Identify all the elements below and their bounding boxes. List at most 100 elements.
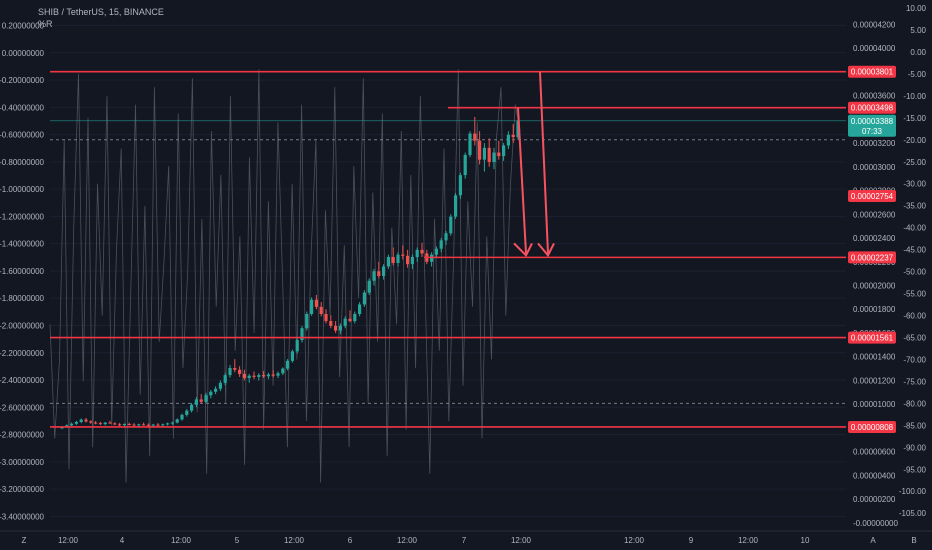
candle-body [60,427,64,429]
candle-body [180,414,184,420]
price-tags: 0.00003801 0.00003498 0.00002754 0.00002237… [848,65,896,433]
time-tick-label: 12:00 [624,536,645,545]
time-tick-label: B [911,536,916,545]
left-tick-label: -1.00000000 [0,185,45,194]
candle-body [151,424,155,426]
right-axis[interactable]: 10.00 5.00 0.00 -5.00 -10.00 -15.00 -20.00 -25.… [899,4,927,518]
candle-body [482,147,486,160]
candle-body [266,374,270,377]
candle-body [242,373,246,379]
r-tick-label: -75.00 [903,377,926,386]
candle-body [122,424,126,426]
candle-body [487,147,491,163]
r-tick-label: -70.00 [903,355,926,364]
price-tick-label: 0.00000200 [853,495,896,504]
left-tick-label: -3.00000000 [0,458,45,467]
current-price-label: 0.00003388 [851,117,894,126]
r-tick-label: 0.00 [910,48,926,57]
time-tick-label: 12:00 [738,536,759,545]
candle-body [410,257,414,265]
r-tick-label: -80.00 [903,399,926,408]
candle-body [391,257,395,263]
candle-body [218,382,222,389]
candle-body [406,255,410,265]
candle-body [113,423,117,425]
r-tick-label: -35.00 [903,202,926,211]
price-tick-label: -0.00000000 [853,519,898,528]
price-tick-label: 0.00002600 [853,210,896,219]
r-tick-label: -10.00 [903,92,926,101]
candle-body [70,423,74,426]
candle-body [142,424,146,426]
candle-body [89,421,93,423]
r-tick-label: -100.00 [899,487,927,496]
candle-body [290,351,294,361]
current-price-tag [848,114,896,137]
candle-body [223,375,227,383]
left-tick-label: -0.20000000 [0,76,45,85]
time-tick-label: 12:00 [58,536,79,545]
left-tick-label: 0.00000000 [2,49,45,58]
time-tick-label: Z [22,536,27,545]
r-indicator-lines [50,139,846,404]
left-tick-label: -1.40000000 [0,240,45,249]
candle-body [338,325,342,331]
time-tick-label: 12:00 [171,536,192,545]
time-tick-label: A [870,536,876,545]
candle-body [166,423,170,425]
candle-body [334,325,338,331]
r-tick-label: 10.00 [906,4,927,13]
price-tick-label: 0.00001200 [853,376,896,385]
countdown-label: 07:33 [862,127,883,136]
left-tick-label: -3.40000000 [0,512,45,521]
left-tick-label: -2.20000000 [0,349,45,358]
candle-body [502,145,506,157]
candle-body [74,421,78,424]
time-tick-label: 6 [348,536,353,545]
candle-body [353,313,357,322]
symbol-title[interactable]: SHIB / TetherUS, 15, BINANCE [38,7,164,17]
candle-body [262,375,266,377]
candle-body [382,266,386,276]
time-tick-label: 5 [235,536,240,545]
projection-arrows [513,71,555,258]
r-tick-label: 5.00 [910,26,926,35]
arrow-head [513,242,533,258]
candle-body [310,299,314,314]
horizontal-levels [50,70,846,428]
candle-body [103,422,107,425]
candle-body [214,388,218,392]
r-tick-label: -65.00 [903,333,926,342]
candle-body [175,419,179,423]
level-price-label: 0.00000808 [851,423,894,432]
candle-body [271,374,275,376]
level-price-label: 0.00002237 [851,253,894,262]
time-axis[interactable]: Z 12:00 4 12:00 5 12:00 6 12:00 7 12:00 12:00 9 12:0… [0,530,932,545]
candle-body [98,423,102,425]
candle-body [362,292,366,305]
candle-body [238,369,242,374]
candle-body [492,152,496,163]
candle-body [127,424,131,426]
chart-header: SHIB / TetherUS, 15, BINANCE %R [38,6,164,30]
level-price-tag [848,331,896,344]
candle-body [156,424,160,426]
candle-body [209,391,213,396]
candle-body [118,424,122,426]
candle-body [161,424,165,426]
candle-body [430,254,434,262]
r-tick-label: -50.00 [903,268,926,277]
price-tick-label: 0.00002400 [853,234,896,243]
left-tick-label: -3.20000000 [0,485,45,494]
r-tick-label: -55.00 [903,290,926,299]
left-tick-label: 0.20000000 [2,22,45,31]
indicator-title[interactable]: %R [38,19,53,29]
left-tick-label: -1.60000000 [0,267,45,276]
candle-body [108,422,112,424]
candle-body [300,328,304,341]
arrow-head [537,242,555,258]
left-axis[interactable]: 0.20000000 0.00000000 -0.20000000 -0.400000… [0,22,45,522]
candle-body [257,375,261,377]
r-tick-label: -105.00 [899,509,927,518]
